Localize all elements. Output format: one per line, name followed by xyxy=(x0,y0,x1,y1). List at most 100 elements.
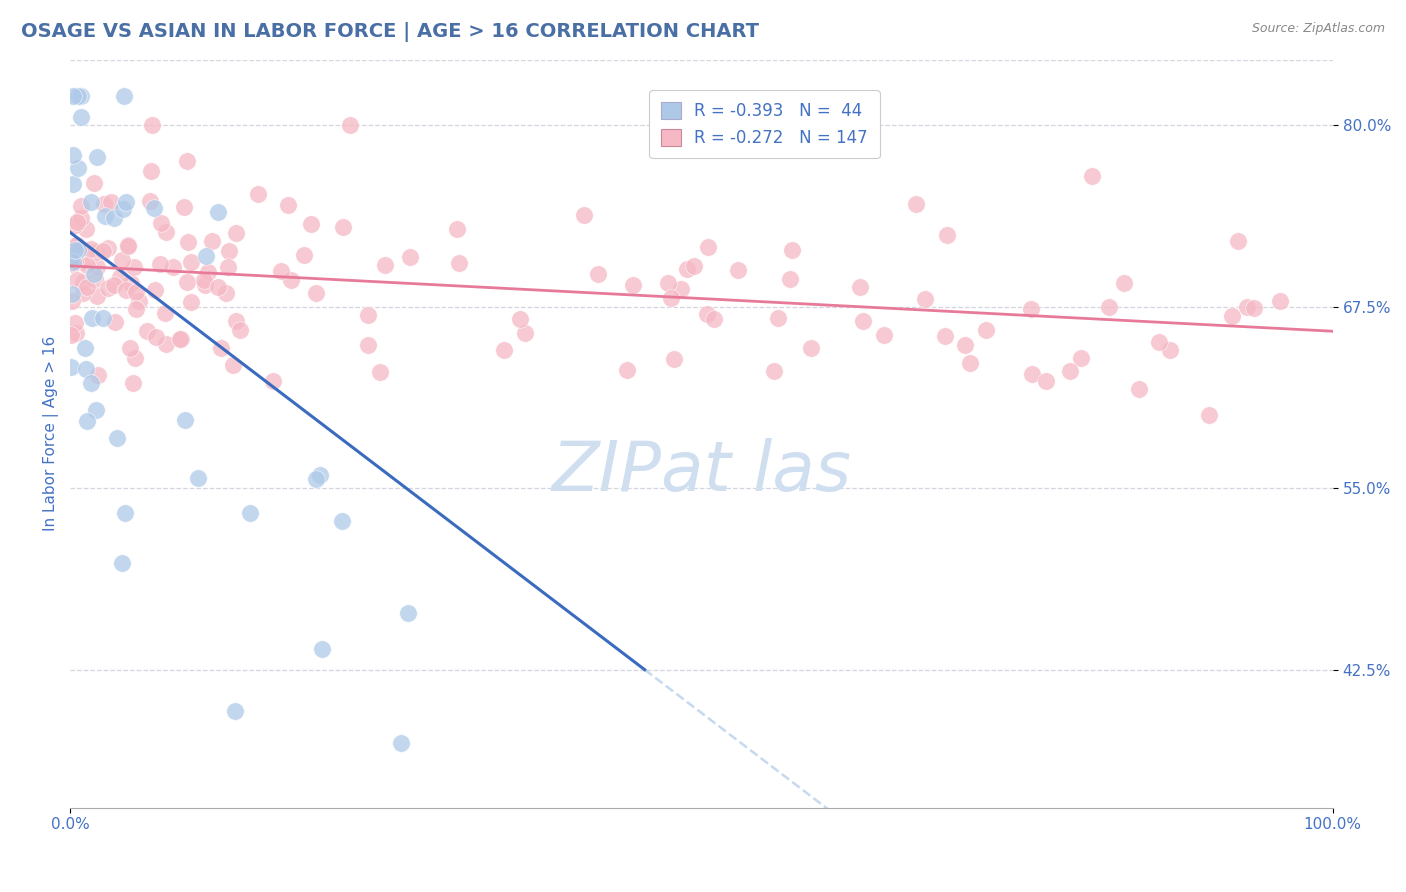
Point xyxy=(936,227,959,242)
Point xyxy=(301,217,323,231)
Point xyxy=(75,341,97,355)
Point xyxy=(149,257,172,271)
Point xyxy=(1070,351,1092,366)
Point xyxy=(145,284,167,298)
Point xyxy=(1236,300,1258,314)
Point xyxy=(368,365,391,379)
Point xyxy=(104,315,127,329)
Point xyxy=(621,277,644,292)
Point xyxy=(1128,382,1150,396)
Point xyxy=(280,273,302,287)
Point xyxy=(91,311,114,326)
Point xyxy=(207,205,229,219)
Point xyxy=(66,273,89,287)
Point xyxy=(62,294,84,309)
Point xyxy=(65,326,87,341)
Point xyxy=(703,312,725,326)
Point xyxy=(87,368,110,382)
Point xyxy=(155,226,177,240)
Point xyxy=(60,359,83,374)
Point xyxy=(86,260,108,274)
Point xyxy=(492,343,515,357)
Point xyxy=(669,282,692,296)
Point xyxy=(169,332,191,346)
Point xyxy=(207,280,229,294)
Point xyxy=(616,363,638,377)
Point xyxy=(139,164,162,178)
Point xyxy=(959,356,981,370)
Point xyxy=(76,280,98,294)
Point xyxy=(67,161,90,176)
Point xyxy=(70,253,93,268)
Point xyxy=(357,337,380,351)
Point xyxy=(80,195,103,210)
Point xyxy=(112,202,135,217)
Point xyxy=(103,277,125,292)
Point xyxy=(70,110,93,124)
Point xyxy=(800,341,823,355)
Point xyxy=(357,308,380,322)
Point xyxy=(76,258,98,272)
Point xyxy=(65,253,87,268)
Point xyxy=(1019,302,1042,317)
Point xyxy=(762,364,785,378)
Point xyxy=(852,314,875,328)
Point xyxy=(69,241,91,255)
Point xyxy=(79,376,101,390)
Point xyxy=(155,306,177,320)
Point xyxy=(65,237,87,252)
Point xyxy=(91,244,114,258)
Point xyxy=(84,271,107,285)
Point xyxy=(174,413,197,427)
Point xyxy=(246,187,269,202)
Point xyxy=(215,285,238,300)
Point xyxy=(62,257,84,271)
Point xyxy=(63,316,86,330)
Point xyxy=(128,293,150,308)
Point xyxy=(449,256,471,270)
Point xyxy=(125,285,148,299)
Point xyxy=(374,259,396,273)
Point xyxy=(111,252,134,267)
Point xyxy=(173,200,195,214)
Text: Source: ZipAtlas.com: Source: ZipAtlas.com xyxy=(1251,22,1385,36)
Point xyxy=(142,201,165,215)
Point xyxy=(1112,276,1135,290)
Point xyxy=(122,260,145,275)
Point xyxy=(103,211,125,226)
Point xyxy=(179,295,201,310)
Legend: R = -0.393   N =  44, R = -0.272   N = 147: R = -0.393 N = 44, R = -0.272 N = 147 xyxy=(650,90,880,159)
Point xyxy=(177,235,200,250)
Point xyxy=(170,332,193,346)
Point xyxy=(118,341,141,355)
Point xyxy=(572,209,595,223)
Point xyxy=(1270,294,1292,309)
Point xyxy=(509,312,531,326)
Point xyxy=(675,262,697,277)
Point xyxy=(105,431,128,445)
Point xyxy=(66,243,89,257)
Point xyxy=(308,468,330,483)
Point xyxy=(60,287,83,301)
Point xyxy=(270,264,292,278)
Point xyxy=(1227,234,1250,248)
Point xyxy=(69,199,91,213)
Point xyxy=(110,270,132,285)
Point xyxy=(217,260,239,274)
Point xyxy=(121,376,143,390)
Point xyxy=(277,198,299,212)
Point xyxy=(446,221,468,235)
Point xyxy=(136,324,159,338)
Point xyxy=(117,239,139,253)
Point xyxy=(145,330,167,344)
Point xyxy=(200,235,222,249)
Point xyxy=(72,275,94,289)
Point xyxy=(72,285,94,300)
Point xyxy=(62,177,84,191)
Point xyxy=(79,242,101,256)
Point xyxy=(1243,301,1265,315)
Point xyxy=(225,226,247,240)
Point xyxy=(339,118,361,132)
Point xyxy=(187,471,209,485)
Point xyxy=(779,272,801,286)
